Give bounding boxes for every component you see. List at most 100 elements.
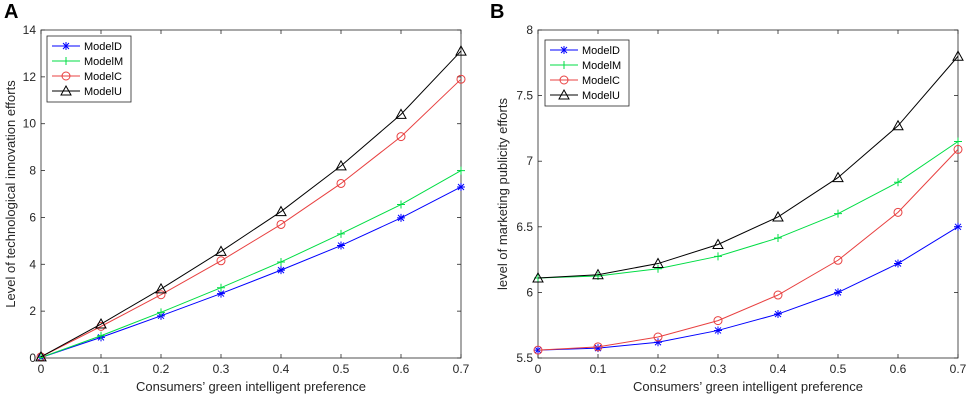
chart-a-legend-entry-modelm-label: ModelM [84, 56, 123, 68]
chart-b-legend-entry-modelm-label: ModelM [582, 60, 621, 72]
chart-a-y-tick-label: 10 [23, 117, 37, 131]
chart-a-x-axis-title: Consumers’ green intelligent preference [136, 379, 366, 394]
chart-b-series-modelu-point [892, 119, 904, 131]
chart-b-x-tick-label: 0.5 [830, 362, 847, 376]
chart-a-legend-entry-modeld-label: ModelD [84, 41, 122, 53]
chart-b-x-tick-label: 0.7 [950, 362, 967, 376]
chart-b-panel-label: B [490, 1, 504, 23]
chart-a-series-modelu-point [95, 317, 107, 329]
chart-a-series-modelu-point [275, 205, 287, 217]
chart-b-y-tick-label: 7.5 [516, 89, 533, 103]
chart-a-x-tick-label: 0.5 [333, 362, 350, 376]
chart-a-series-modelm-line [40, 170, 462, 358]
chart-b-series-modelc-point [653, 332, 663, 342]
chart-a-svg: A 0 0.1 0.2 0.3 0.4 0.5 0.6 0.7 0 2 4 6 8 10 12 14 Consum… [3, 1, 470, 394]
chart-b-series-modelc-point [953, 144, 963, 154]
chart-b-x-tick-label: 0.4 [770, 362, 787, 376]
chart-b-series-modeld-point [594, 344, 602, 353]
chart-b-series-modelu-point [832, 171, 844, 183]
chart-a-series-modelu-point [335, 159, 347, 171]
chart-b-legend-entry-modeld-label: ModelD [582, 45, 620, 57]
chart-a-y-tick-label: 2 [29, 304, 36, 318]
chart-a-series-modelu-point [395, 108, 407, 119]
chart-a-panel-label: A [4, 1, 18, 23]
chart-a-x-tick-label: 0 [38, 362, 45, 376]
chart-a-legend-entry-modelc-label: ModelC [84, 71, 122, 83]
chart-b-x-tick-label: 0.6 [890, 362, 907, 376]
chart-b-legend-entry-modelu-label: ModelU [582, 90, 620, 102]
chart-b-series-modelc-point [893, 207, 903, 217]
chart-a-series-modelu-point [215, 245, 227, 256]
chart-a-x-tick-label: 0.6 [393, 362, 410, 376]
chart-a-series-modelm-point [157, 308, 165, 317]
chart-a-series-modelu-point [155, 282, 167, 294]
chart-b-series-modelm-point [654, 264, 662, 273]
chart-a-series-modelu-point [455, 45, 467, 56]
chart-a-series-modeld-line [40, 186, 462, 359]
chart-a-legend-entry-modelm-marker [62, 57, 70, 65]
chart-b-series-modelu-line [537, 55, 959, 279]
chart-a-series-modelc-point [336, 178, 346, 188]
chart-panel-a: A 0 0.1 0.2 0.3 0.4 0.5 0.6 0.7 0 2 4 6 8 10 12 14 Consum… [3, 1, 470, 394]
chart-b-series-modeld-point [654, 338, 662, 347]
chart-b-x-tick-label: 0 [535, 362, 542, 376]
chart-b-legend-entry-modeld-marker [560, 46, 568, 54]
chart-a-series-modelc-point [216, 256, 226, 266]
chart-b-series-modelc-line [537, 149, 959, 351]
chart-a-series-modeld-point [217, 289, 225, 298]
chart-b-series-modeld-point [954, 222, 962, 231]
chart-a-y-axis-title: Level of technological innovation effort… [3, 80, 18, 308]
chart-b-svg: B 0 0.1 0.2 0.3 0.4 0.5 0.6 0.7 5.5 6 6.5 7 7.5 8 Consu… [490, 1, 967, 394]
chart-b-y-tick-label: 6.5 [516, 220, 533, 234]
chart-b-series-modelu-point [532, 271, 544, 283]
chart-b-series-modelc-point [833, 255, 843, 265]
chart-a-legend: ModelD ModelM ModelC ModelU [46, 35, 132, 103]
chart-a-legend-entry-modelu-marker [60, 84, 72, 96]
chart-a-x-tick-label: 0.2 [153, 362, 170, 376]
chart-a-y-tick-label: 6 [29, 210, 36, 224]
chart-a-y-tick-label: 8 [29, 164, 36, 178]
chart-a-legend-entry-modelc-marker [61, 71, 71, 81]
chart-b-series-modelc [533, 144, 963, 355]
chart-b-series-modeld-line [537, 226, 959, 351]
chart-b-y-axis-title: level of marketing publicity efforts [495, 98, 510, 290]
chart-b-series-modelm-point [774, 233, 782, 242]
chart-b-y-tick-label: 5.5 [516, 351, 533, 365]
chart-a-series-modelm-point [397, 200, 405, 209]
chart-a-legend-entry-modelu-label: ModelU [84, 86, 122, 98]
chart-a-series-modeld-point [397, 213, 405, 222]
chart-b-series-modelm-point [894, 178, 902, 187]
chart-b-series-modelc-point [713, 316, 723, 326]
chart-a-series-modelc-line [40, 78, 462, 358]
chart-b-series-modelm-point [954, 137, 962, 146]
chart-b-series-modelm-point [834, 209, 842, 218]
chart-b-series-modelc-point [773, 290, 783, 300]
chart-b-series-modeld-point [834, 288, 842, 297]
chart-b-series-modeld-point [894, 259, 902, 268]
chart-b-legend-entry-modelc-label: ModelC [582, 75, 620, 87]
chart-a-series-modeld-point [457, 182, 465, 191]
chart-b-series-modelu-point [712, 238, 724, 250]
chart-b-series-modelc-point [533, 345, 543, 355]
chart-a-y-tick-label: 12 [23, 70, 37, 84]
chart-a-series-modelu-line [40, 50, 462, 358]
chart-b-series-modelu-point [772, 210, 784, 222]
chart-a-series-modeld-point [277, 266, 285, 275]
chart-b-x-tick-label: 0.3 [710, 362, 727, 376]
chart-a-series-modelm-point [97, 331, 105, 340]
chart-a-series-modelu [35, 45, 467, 362]
chart-b-x-tick-label: 0.1 [590, 362, 607, 376]
chart-b-series-modeld-point [714, 326, 722, 335]
chart-b-series-modeld-point [774, 310, 782, 319]
chart-b-legend-entry-modelc-marker [559, 75, 569, 85]
chart-panel-b: B 0 0.1 0.2 0.3 0.4 0.5 0.6 0.7 5.5 6 6.5 7 7.5 8 Consu… [485, 0, 969, 401]
chart-a-y-tick-label: 14 [23, 23, 37, 37]
chart-b-series-modelu-point [952, 50, 964, 61]
chart-a-series-modelc-point [156, 290, 166, 300]
chart-b-series-modelm-point [714, 252, 722, 261]
chart-b-series-modelm-line [537, 141, 959, 279]
chart-b-legend-entry-modelm-marker [560, 61, 568, 69]
chart-b-series-modelc-point [593, 342, 603, 352]
chart-b-y-tick-label: 7 [526, 154, 533, 168]
chart-a-series-modelm-point [217, 283, 225, 292]
